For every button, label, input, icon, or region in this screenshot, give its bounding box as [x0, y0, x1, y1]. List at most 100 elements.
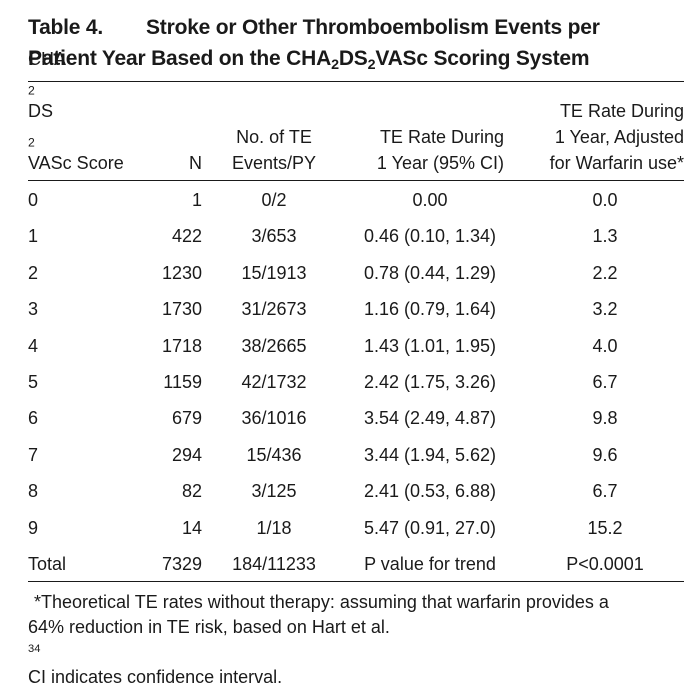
cell-n: 82 [181, 481, 202, 502]
header-events-line-2: Events/PY [231, 153, 317, 173]
cell-rate: 0.78 (0.44, 1.29) [363, 262, 497, 283]
cell-n: 1159 [163, 371, 202, 392]
header-score-line-2: VASc Score [28, 153, 124, 173]
top-rule [28, 81, 684, 82]
cell-adjusted: P<0.0001 [566, 553, 644, 574]
cell-rate: P value for trend [364, 553, 496, 574]
table-title-line-2: Patient Year Based on the CHA2DS2VASc Sc… [28, 43, 688, 74]
table-row: Total 7329 184/11233 P value for trend P<0.0… [28, 546, 684, 582]
header-rate-line-1: TE Rate During [379, 127, 504, 147]
footnote-line-2: 64% reduction in TE risk, based on Hart … [28, 615, 688, 690]
cell-n: 294 [171, 444, 202, 465]
cell-score: 4 [28, 335, 39, 356]
header-adjusted: TE Rate During 1 Year, Adjusted for Warf… [526, 82, 684, 180]
table-title-text-1: Stroke or Other Thromboembolism Events p… [146, 16, 600, 39]
cell-rate: 5.47 (0.91, 27.0) [363, 517, 497, 538]
title-line2-mid: DS [338, 47, 368, 70]
cell-adjusted: 9.6 [592, 444, 618, 465]
cell-score: 2 [28, 262, 39, 283]
document-page: Table 4. Stroke or Other Thromboembolism … [28, 12, 688, 687]
table-row: 6 679 36/1016 3.54 (2.49, 4.87) 9.8 [28, 400, 684, 436]
cell-adjusted: 6.7 [592, 371, 618, 392]
cell-n: 1718 [161, 335, 202, 356]
cell-events: 42/1732 [241, 371, 307, 392]
header-adjusted-line-3: for Warfarin use* [549, 153, 684, 173]
cell-rate: 1.16 (0.79, 1.64) [363, 299, 497, 320]
header-events-line-1: No. of TE [236, 127, 312, 147]
header-score-sub-1: 2 [28, 83, 35, 98]
header-adjusted-line-2: 1 Year, Adjusted [554, 127, 684, 147]
header-score: CHA 2 DS 2 VASc Score [28, 49, 138, 180]
cell-rate: 0.46 (0.10, 1.34) [363, 226, 497, 247]
cell-n: 1 [191, 190, 202, 210]
cell-score: 5 [28, 371, 39, 392]
cell-rate: 0.00 [412, 190, 448, 210]
cell-score: 0 [28, 190, 39, 210]
cell-score: 7 [28, 444, 39, 465]
header-rate: TE Rate During 1 Year (95% CI) [336, 82, 514, 180]
table-footnote: *Theoretical TE rates without therapy: a… [28, 590, 688, 690]
cell-score: 9 [28, 517, 39, 538]
table-row: 9 14 1/18 5.47 (0.91, 27.0) 15.2 [28, 510, 684, 546]
cell-events: 36/1016 [241, 408, 307, 429]
cell-score: 1 [28, 226, 39, 247]
cell-events: 15/1913 [241, 262, 307, 283]
cell-adjusted: 15.2 [587, 517, 623, 538]
cell-events: 15/436 [246, 444, 302, 465]
cell-adjusted: 2.2 [592, 262, 618, 283]
header-score-line-1: CHA 2 DS 2 [28, 46, 138, 150]
header-rate-line-2: 1 Year (95% CI) [376, 153, 504, 173]
cell-score: 8 [28, 481, 39, 502]
cell-events: 31/2673 [241, 299, 307, 320]
cell-rate: 3.44 (1.94, 5.62) [363, 444, 497, 465]
cell-score: 6 [28, 408, 39, 429]
cell-n: 422 [171, 226, 202, 247]
header-rule [28, 180, 684, 181]
cell-adjusted: 4.0 [592, 335, 618, 356]
header-score-pre: CHA [28, 49, 67, 69]
bottom-rule [28, 581, 684, 582]
cell-adjusted: 9.8 [592, 408, 618, 429]
header-adjusted-line-1: TE Rate During [559, 101, 684, 121]
cell-adjusted: 1.3 [592, 226, 618, 247]
table-row: 8 82 3/125 2.41 (0.53, 6.88) 6.7 [28, 473, 684, 509]
table-title: Table 4. Stroke or Other Thromboembolism … [28, 12, 688, 74]
header-n: N [138, 82, 202, 180]
footnote-line-1: *Theoretical TE rates without therapy: a… [34, 592, 609, 612]
cell-rate: 3.54 (2.49, 4.87) [363, 408, 497, 429]
cell-events: 38/2665 [241, 335, 307, 356]
table-body: 0 1 0/2 0.00 0.0 1 422 3/653 0.46 (0.10, 1.34) 1.… [28, 182, 684, 582]
table-row: 7 294 15/436 3.44 (1.94, 5.62) 9.6 [28, 437, 684, 473]
table-title-line-1: Table 4. Stroke or Other Thromboembolism … [28, 12, 688, 43]
cell-rate: 2.41 (0.53, 6.88) [363, 481, 497, 502]
cell-score: Total [28, 553, 67, 574]
cell-adjusted: 6.7 [592, 481, 618, 502]
cell-n: 14 [181, 517, 202, 538]
header-events: No. of TE Events/PY [218, 82, 330, 180]
table-row: 1 422 3/653 0.46 (0.10, 1.34) 1.3 [28, 218, 684, 254]
cell-rate: 2.42 (1.75, 3.26) [363, 371, 497, 392]
cell-adjusted: 0.0 [592, 190, 618, 210]
table-number: Table 4. [28, 16, 104, 39]
footnote-line2-post: CI indicates confidence interval. [28, 667, 283, 687]
title-subscript-2: 2 [367, 56, 376, 73]
header-n-label: N [189, 153, 202, 173]
footnote-reference: 34 [28, 642, 41, 655]
table-row: 3 1730 31/2673 1.16 (0.79, 1.64) 3.2 [28, 291, 684, 327]
table-row: 2 1230 15/1913 0.78 (0.44, 1.29) 2.2 [28, 255, 684, 291]
cell-adjusted: 3.2 [592, 299, 618, 320]
table-row: 0 1 0/2 0.00 0.0 [28, 182, 684, 218]
table-row: 5 1159 42/1732 2.42 (1.75, 3.26) 6.7 [28, 364, 684, 400]
cell-events: 0/2 [261, 190, 287, 210]
header-score-mid: DS [28, 101, 54, 121]
cell-events: 184/11233 [232, 553, 316, 574]
cell-n: 1230 [161, 262, 202, 283]
table-row: 4 1718 38/2665 1.43 (1.01, 1.95) 4.0 [28, 328, 684, 364]
cell-n: 679 [171, 408, 202, 429]
cell-n: 7329 [161, 553, 202, 574]
header-score-sub-2: 2 [28, 135, 35, 150]
cell-events: 3/653 [251, 226, 297, 247]
cell-rate: 1.43 (1.01, 1.95) [363, 335, 497, 356]
cell-events: 3/125 [251, 481, 297, 502]
title-line2-post: VASc Scoring System [375, 47, 590, 70]
